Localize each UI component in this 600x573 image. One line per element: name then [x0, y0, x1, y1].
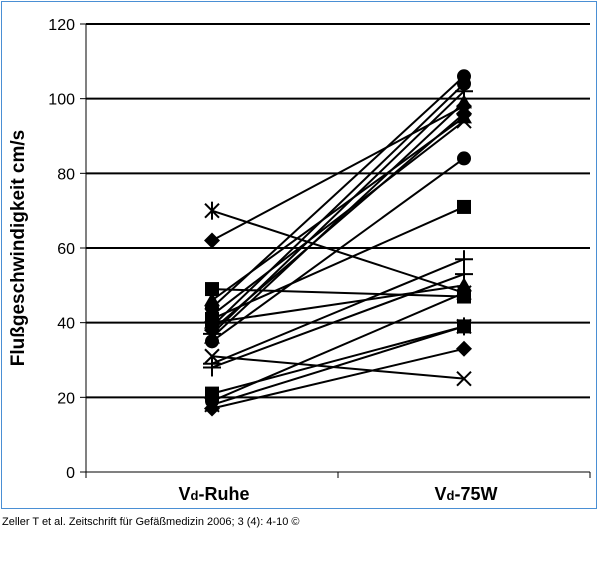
series-line: [211, 291, 465, 402]
y-tick-label: 20: [57, 390, 75, 407]
x-tick-main: V: [178, 484, 191, 504]
x-tick-rest: -Ruhe: [198, 484, 250, 504]
y-tick-label: 0: [66, 465, 75, 482]
series-line: [211, 105, 465, 242]
x-tick-label-ruhe: Vd-Ruhe: [179, 484, 250, 505]
y-tick-label: 40: [57, 316, 75, 333]
marker-square: [457, 199, 471, 214]
x-tick-sub: d: [446, 488, 455, 503]
gridlines: [86, 23, 590, 399]
y-tick-label: 60: [57, 241, 75, 258]
series-line: [211, 273, 465, 369]
marker-diamond: [456, 105, 472, 122]
series-markers: [203, 69, 473, 417]
y-tick-label: 120: [48, 17, 75, 34]
x-tick-sub: d: [190, 488, 199, 503]
x-tick-label-75w: Vd-75W: [435, 484, 498, 505]
series-line: [211, 209, 465, 294]
marker-circle: [457, 285, 471, 300]
marker-circle: [205, 334, 219, 349]
marker-star: [456, 317, 472, 336]
marker-square: [205, 282, 219, 297]
series-line: [211, 101, 465, 339]
marker-plus: [203, 358, 221, 377]
marker-x: [456, 370, 472, 387]
marker-plus: [455, 265, 473, 284]
series-line: [211, 355, 465, 380]
marker-circle: [457, 151, 471, 166]
series-line: [211, 90, 465, 335]
series-line: [211, 157, 465, 343]
axes: 0 20 40 60 80 100 120: [48, 17, 591, 482]
series-lines: [211, 75, 465, 410]
marker-triangle: [456, 94, 472, 109]
series-line: [211, 284, 465, 324]
y-tick-label: 100: [48, 92, 75, 109]
series-line: [211, 288, 465, 298]
series-line: [211, 258, 465, 365]
series-line: [211, 83, 465, 328]
y-axis-label: Flußgeschwindigkeit cm/s: [8, 129, 29, 367]
series-line: [211, 325, 465, 406]
x-tick-rest: -75W: [454, 484, 498, 504]
marker-star: [204, 201, 220, 220]
marker-diamond: [456, 340, 472, 357]
series-line: [211, 120, 465, 316]
series-line: [211, 206, 465, 320]
x-tick-main: V: [434, 484, 447, 504]
chart-frame: [1, 1, 597, 509]
source-caption: Zeller T et al. Zeitschrift für Gefäßmed…: [2, 516, 300, 528]
marker-diamond: [204, 232, 220, 249]
marker-diamond: [204, 400, 220, 417]
y-tick-label: 80: [57, 166, 75, 183]
series-line: [211, 75, 465, 309]
series-line: [211, 347, 465, 410]
